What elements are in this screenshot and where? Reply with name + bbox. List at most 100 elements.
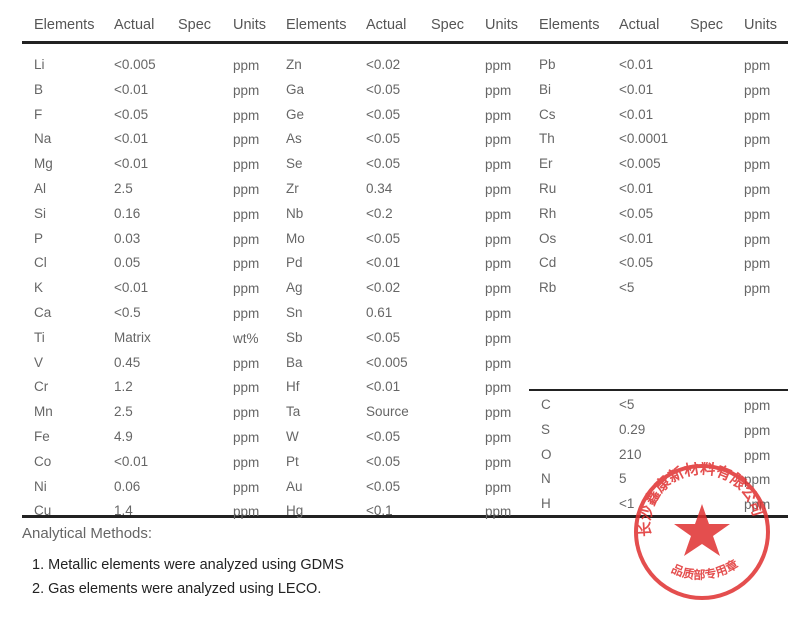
element-symbol: Pt — [286, 453, 299, 469]
element-symbol: Rh — [539, 205, 557, 221]
element-symbol: Er — [539, 156, 553, 172]
method-item: 1. Metallic elements were analyzed using… — [32, 557, 344, 573]
actual-value: 0.03 — [114, 230, 141, 246]
actual-value: <0.05 — [366, 453, 401, 469]
actual-value: <5 — [619, 280, 635, 296]
actual-value: <0.05 — [114, 106, 149, 122]
units-value: ppm — [233, 454, 260, 470]
element-symbol: Rb — [539, 280, 557, 296]
actual-value: <0.01 — [366, 255, 401, 271]
units-value: ppm — [485, 281, 512, 297]
units-value: ppm — [233, 82, 260, 98]
units-value: ppm — [744, 107, 771, 123]
actual-value: <0.01 — [619, 106, 654, 122]
units-value: ppm — [233, 306, 260, 321]
element-symbol: Na — [34, 131, 52, 147]
column-header-elements: Elements — [34, 17, 95, 33]
element-symbol: Ba — [286, 354, 303, 370]
actual-value: <0.05 — [366, 131, 401, 147]
units-value: ppm — [744, 82, 771, 98]
element-symbol: Ga — [286, 81, 305, 97]
actual-value: <0.01 — [366, 379, 401, 395]
element-symbol: Cd — [539, 255, 557, 271]
element-symbol: K — [34, 280, 44, 296]
gas-actual-value: 5 — [619, 471, 627, 487]
element-symbol: F — [34, 106, 43, 122]
column-header-units: Units — [744, 17, 778, 33]
units-value: ppm — [485, 479, 512, 495]
actual-value: <0.01 — [619, 57, 654, 72]
actual-value: <0.02 — [366, 57, 401, 72]
gas-element-symbol: C — [541, 397, 551, 412]
gas-units-value: ppm — [744, 422, 771, 438]
element-symbol: Sn — [286, 305, 303, 320]
column-header-units: Units — [485, 17, 519, 33]
element-symbol: Ge — [286, 106, 305, 122]
element-symbol: Se — [286, 156, 303, 172]
gas-units-value: ppm — [744, 398, 771, 413]
element-symbol: Ru — [539, 181, 557, 196]
company-seal-stamp: 长沙鑫康新材料有限公司 品质部专用章 — [634, 462, 770, 600]
gas-element-symbol: H — [541, 496, 551, 512]
units-value: ppm — [485, 206, 512, 222]
gas-actual-value: <1 — [619, 496, 635, 512]
actual-value: 4.9 — [114, 429, 133, 444]
element-symbol: Sb — [286, 329, 303, 345]
units-value: ppm — [744, 281, 771, 297]
column-header-elements: Elements — [539, 17, 600, 33]
units-value: wt% — [233, 330, 259, 346]
element-symbol: Cu — [34, 503, 52, 519]
units-value: ppm — [744, 182, 771, 197]
actual-value: <0.01 — [114, 453, 149, 469]
actual-value: 0.61 — [366, 305, 393, 320]
units-value: ppm — [233, 504, 260, 520]
units-value: ppm — [233, 355, 260, 371]
rule-top — [22, 41, 788, 44]
actual-value: <0.005 — [366, 354, 408, 370]
element-symbol: Zn — [286, 57, 302, 72]
units-value: ppm — [744, 157, 771, 173]
actual-value: <0.02 — [366, 280, 401, 296]
element-symbol: Hg — [286, 503, 304, 519]
units-value: ppm — [485, 132, 512, 148]
element-symbol: Cs — [539, 106, 556, 122]
actual-value: 0.06 — [114, 478, 141, 494]
element-symbol: V — [34, 354, 44, 370]
element-symbol: Hf — [286, 379, 300, 395]
column-header-actual: Actual — [366, 17, 407, 33]
element-symbol: B — [34, 81, 44, 97]
gas-element-symbol: N — [541, 471, 551, 487]
gas-units-value: ppm — [744, 472, 771, 488]
actual-value: 1.2 — [114, 379, 133, 395]
actual-value: 2.5 — [114, 404, 133, 420]
actual-value: <0.01 — [619, 81, 654, 97]
actual-value: <0.01 — [619, 181, 654, 196]
column-header-spec: Spec — [178, 17, 212, 33]
actual-value: <0.05 — [366, 81, 401, 97]
element-symbol: Au — [286, 478, 303, 494]
units-value: ppm — [233, 107, 260, 123]
gas-actual-value: 210 — [619, 446, 642, 462]
element-symbol: Cl — [34, 255, 47, 271]
element-symbol: Al — [34, 181, 47, 196]
units-value: ppm — [233, 479, 260, 495]
actual-value: <0.01 — [114, 280, 149, 296]
units-value: ppm — [233, 182, 260, 197]
units-value: ppm — [485, 330, 512, 346]
element-symbol: Zr — [286, 181, 299, 196]
units-value: ppm — [744, 256, 771, 272]
element-symbol: Os — [539, 230, 557, 246]
actual-value: <0.05 — [619, 205, 654, 221]
actual-value: 0.16 — [114, 205, 141, 221]
units-value: ppm — [233, 281, 260, 297]
units-value: ppm — [233, 157, 260, 173]
element-symbol: Ca — [34, 305, 52, 320]
method-item: 2. Gas elements were analyzed using LECO… — [32, 581, 322, 597]
element-symbol: Ti — [34, 329, 45, 345]
element-symbol: Ni — [34, 478, 47, 494]
units-value: ppm — [485, 355, 512, 371]
actual-value: <0.05 — [366, 429, 401, 444]
element-symbol: As — [286, 131, 302, 147]
units-value: ppm — [744, 58, 771, 73]
element-symbol: Cr — [34, 379, 49, 395]
